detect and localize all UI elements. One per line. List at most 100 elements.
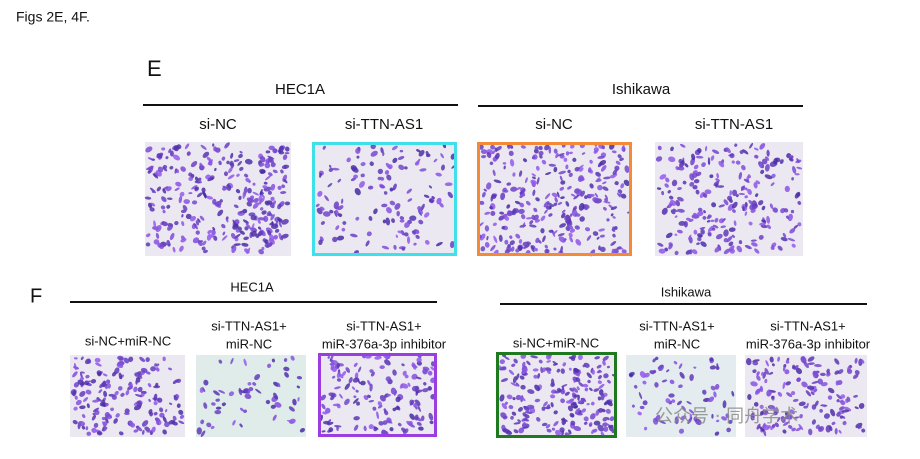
cell — [394, 406, 400, 410]
cell — [162, 209, 166, 214]
column-label: miR-NC — [654, 336, 700, 351]
cell — [272, 200, 277, 206]
cell — [759, 404, 764, 410]
cell — [695, 155, 704, 159]
cell — [502, 187, 507, 193]
cell — [331, 375, 336, 379]
column-label: miR-376a-3p inhibitor — [746, 336, 871, 351]
cell — [480, 246, 486, 252]
cell — [546, 353, 552, 360]
cell — [854, 357, 858, 364]
cell — [749, 204, 755, 210]
cell — [616, 192, 621, 198]
cell — [267, 363, 272, 369]
cell — [504, 239, 509, 245]
cell — [557, 233, 565, 237]
cell — [277, 217, 282, 222]
cell — [322, 411, 328, 415]
cell — [846, 396, 851, 402]
cell — [668, 242, 673, 247]
cell — [508, 150, 514, 157]
micrograph — [144, 142, 291, 256]
cell — [761, 158, 768, 165]
cell — [377, 176, 382, 181]
cell — [511, 363, 516, 367]
cell — [202, 151, 210, 158]
cell — [834, 427, 838, 435]
cell — [581, 408, 587, 413]
micrograph — [318, 352, 437, 437]
cell — [417, 206, 422, 211]
cell — [370, 371, 375, 377]
cell — [510, 186, 518, 192]
cell — [529, 224, 537, 228]
cell — [798, 423, 804, 431]
cell — [262, 185, 268, 189]
cell — [167, 224, 174, 231]
cell — [728, 245, 735, 252]
cell — [149, 207, 155, 212]
cell — [740, 185, 746, 191]
cell — [551, 427, 556, 431]
cell — [751, 242, 758, 247]
cell — [673, 360, 678, 365]
cell — [237, 226, 243, 231]
cell — [367, 379, 372, 387]
cell — [207, 177, 214, 182]
cell — [493, 235, 498, 243]
cell — [712, 224, 719, 229]
cell — [252, 191, 259, 196]
cell — [230, 232, 236, 239]
cell — [654, 356, 659, 361]
cell — [747, 174, 751, 179]
cell — [541, 422, 548, 427]
cell — [540, 366, 544, 374]
cell — [156, 363, 160, 367]
cell — [798, 401, 806, 407]
cell — [391, 218, 395, 224]
cell — [811, 404, 817, 410]
cell — [551, 192, 559, 198]
cell — [153, 393, 158, 402]
cell — [174, 220, 179, 226]
cell — [141, 420, 149, 427]
cell — [587, 167, 592, 173]
cell — [700, 241, 707, 247]
cell — [691, 153, 696, 161]
cell — [401, 427, 407, 433]
cell — [270, 223, 279, 230]
cell — [390, 387, 397, 395]
cell — [677, 166, 685, 171]
cell — [325, 407, 331, 414]
cell — [577, 354, 583, 361]
cell — [805, 390, 812, 397]
cell — [535, 237, 540, 244]
cell — [86, 403, 90, 409]
cell — [568, 232, 573, 238]
cell — [178, 195, 183, 204]
cell — [162, 416, 167, 423]
cell — [365, 240, 370, 247]
cell — [145, 357, 150, 362]
cell — [803, 361, 809, 369]
cell — [747, 188, 752, 195]
cell — [211, 402, 216, 406]
cell — [331, 167, 340, 171]
cell — [444, 182, 453, 187]
cell — [531, 173, 536, 177]
cell — [801, 381, 808, 388]
cell — [258, 230, 264, 236]
cell — [658, 420, 666, 424]
cell — [593, 147, 599, 153]
cell — [91, 427, 97, 433]
cell — [215, 398, 220, 402]
cell — [166, 197, 173, 200]
cell — [490, 210, 496, 216]
cell — [553, 166, 558, 173]
cell — [553, 410, 558, 415]
cell — [215, 406, 222, 410]
micrograph — [70, 355, 185, 437]
cell — [771, 363, 775, 367]
cell — [417, 404, 421, 413]
cell — [785, 215, 789, 219]
